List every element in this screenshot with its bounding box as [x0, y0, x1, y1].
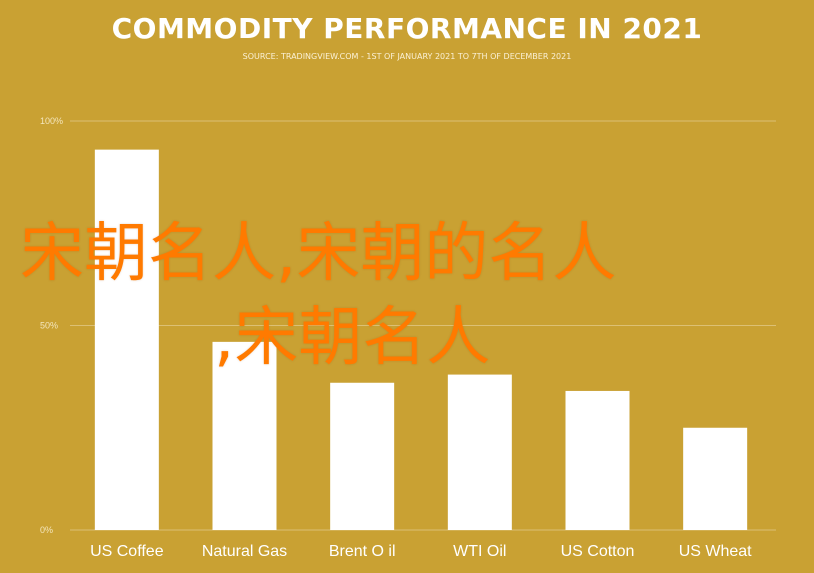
x-tick-label: Brent O il [329, 543, 396, 560]
chart-subtitle: SOURCE: TRADINGVIEW.COM - 1ST OF JANUARY… [242, 52, 572, 61]
watermark-text-line-1: 宋朝名人,宋朝的名人 [20, 217, 617, 291]
x-tick-label: Natural Gas [202, 543, 287, 560]
bars [94, 149, 748, 530]
bar-brent-o-il [330, 382, 395, 530]
x-tick-label: US Wheat [679, 543, 752, 560]
y-tick-label: 50% [40, 321, 58, 331]
y-tick-label: 100% [40, 116, 63, 126]
y-tick-label: 0% [40, 525, 53, 535]
bar-us-wheat [683, 427, 748, 530]
bar-wti-oil [447, 374, 512, 530]
bar-us-cotton [565, 390, 630, 530]
bar-us-coffee [94, 149, 159, 530]
x-tick-label: WTI Oil [453, 543, 506, 560]
bar-natural-gas [212, 341, 277, 530]
grid-lines: 0% 50% 100% [40, 116, 776, 535]
watermark-text-line-2: ,宋朝名人 [214, 301, 491, 375]
x-tick-label: US Cotton [561, 543, 635, 560]
chart-title: COMMODITY PERFORMANCE IN 2021 [111, 12, 703, 45]
category-labels: US Coffee Natural Gas Brent O il WTI Oil US … [90, 543, 752, 560]
x-tick-label: US Coffee [90, 543, 164, 560]
